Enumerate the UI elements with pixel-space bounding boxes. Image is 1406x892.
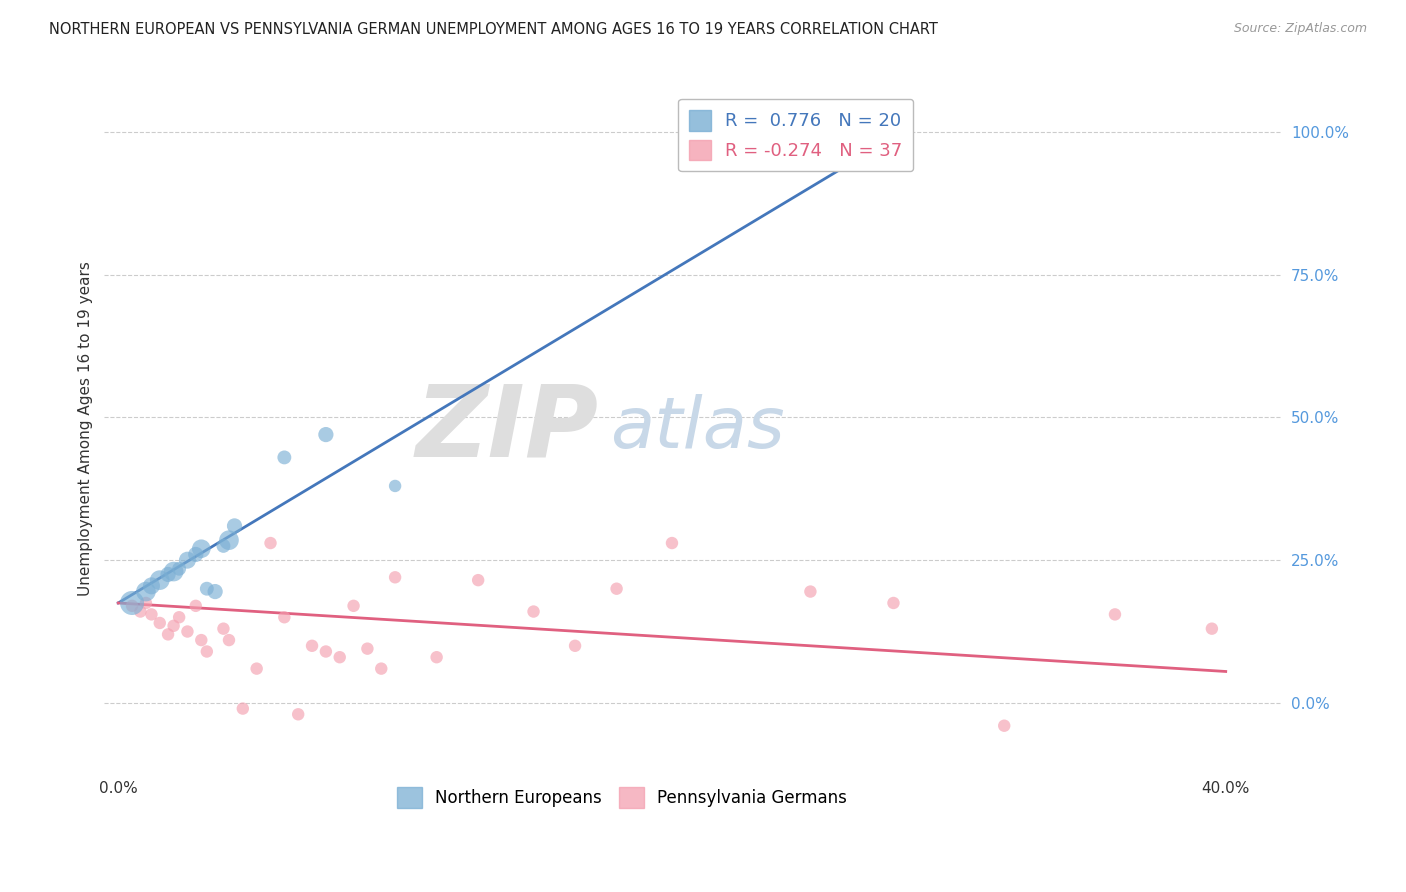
Point [301,639,323,653]
Point [121,599,143,613]
Point [224,519,246,533]
Point [384,570,406,584]
Point [167,610,190,624]
Point [121,596,143,610]
Point [993,719,1015,733]
Point [1201,622,1223,636]
Point [218,633,240,648]
Point [167,562,190,576]
Point [315,427,337,442]
Point [315,644,337,658]
Point [564,639,586,653]
Point [190,633,212,648]
Point [799,584,821,599]
Point [882,596,904,610]
Point [212,622,235,636]
Legend: Northern Europeans, Pennsylvania Germans: Northern Europeans, Pennsylvania Germans [391,780,853,814]
Point [135,596,157,610]
Point [246,662,269,676]
Point [329,650,352,665]
Text: atlas: atlas [610,394,785,463]
Point [467,573,489,587]
Point [176,553,198,567]
Point [356,641,378,656]
Point [129,605,152,619]
Text: ZIP: ZIP [416,380,599,477]
Point [661,536,683,550]
Point [149,573,172,587]
Point [162,565,184,579]
Point [162,619,184,633]
Point [259,536,281,550]
Point [204,584,226,599]
Y-axis label: Unemployment Among Ages 16 to 19 years: Unemployment Among Ages 16 to 19 years [79,261,93,597]
Point [195,582,218,596]
Point [149,615,172,630]
Point [370,662,392,676]
Point [176,624,198,639]
Point [273,610,295,624]
Point [426,650,449,665]
Text: NORTHERN EUROPEAN VS PENNSYLVANIA GERMAN UNEMPLOYMENT AMONG AGES 16 TO 19 YEARS : NORTHERN EUROPEAN VS PENNSYLVANIA GERMAN… [49,22,938,37]
Point [522,605,544,619]
Point [141,579,163,593]
Point [606,582,628,596]
Point [384,479,406,493]
Point [135,584,157,599]
Point [869,148,891,162]
Point [190,541,212,556]
Point [195,644,218,658]
Point [287,707,309,722]
Point [882,139,904,153]
Point [1104,607,1126,622]
Point [342,599,364,613]
Text: Source: ZipAtlas.com: Source: ZipAtlas.com [1233,22,1367,36]
Point [141,607,163,622]
Point [184,599,207,613]
Point [273,450,295,465]
Point [218,533,240,548]
Point [212,539,235,553]
Point [184,548,207,562]
Point [232,701,254,715]
Point [157,567,180,582]
Point [157,627,180,641]
